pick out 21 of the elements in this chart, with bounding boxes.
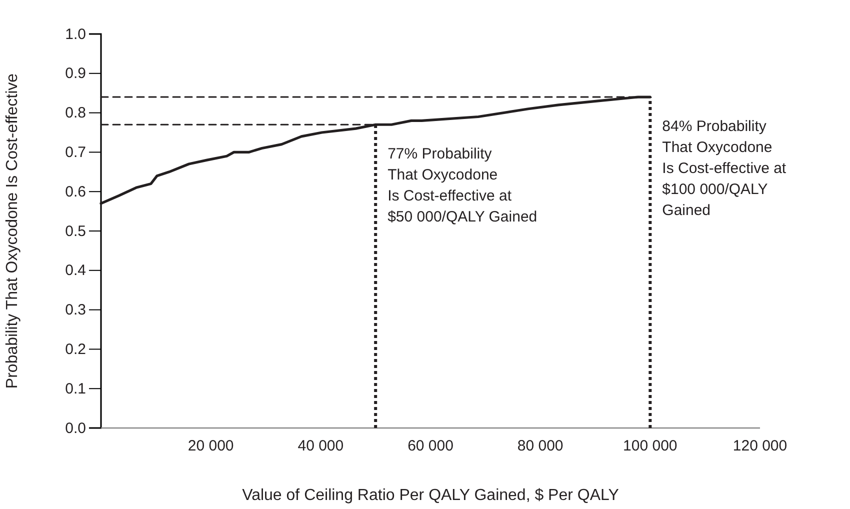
- x-tick-label: 20 000: [188, 438, 234, 455]
- x-tick-label: 100 000: [623, 438, 678, 455]
- y-tick-label: 0.3: [65, 302, 86, 319]
- annotation: 77% Probability That Oxycodone Is Cost-effective at $50 000/QALY Gained: [388, 146, 538, 226]
- x-tick-label: 120 000: [732, 438, 788, 455]
- y-tick-label: 0.8: [65, 104, 86, 122]
- x-tick-label: 60 000: [408, 438, 454, 455]
- y-tick-label: 0.7: [65, 144, 86, 161]
- y-tick-label: 0.0: [65, 420, 86, 437]
- y-axis-title: Probability That Oxycodone Is Cost-effective: [4, 73, 21, 389]
- y-tick-label: 0.9: [65, 65, 86, 82]
- y-tick-label: 1.0: [65, 26, 86, 43]
- y-tick-label: 0.6: [65, 183, 86, 200]
- x-tick-label: 40 000: [298, 438, 344, 455]
- y-tick-label: 0.4: [65, 262, 86, 280]
- annotation: 84% Probability That Oxycodone Is Cost-effective at $100 000/QALY Gained: [662, 118, 787, 220]
- x-tick-label: 80 000: [517, 438, 564, 455]
- x-axis-title: Value of Ceiling Ratio Per QALY Gained, $ Per QALY: [242, 487, 620, 504]
- y-tick-label: 0.1: [65, 380, 86, 398]
- y-tick-label: 0.5: [65, 222, 86, 240]
- y-tick-label: 0.2: [65, 341, 86, 358]
